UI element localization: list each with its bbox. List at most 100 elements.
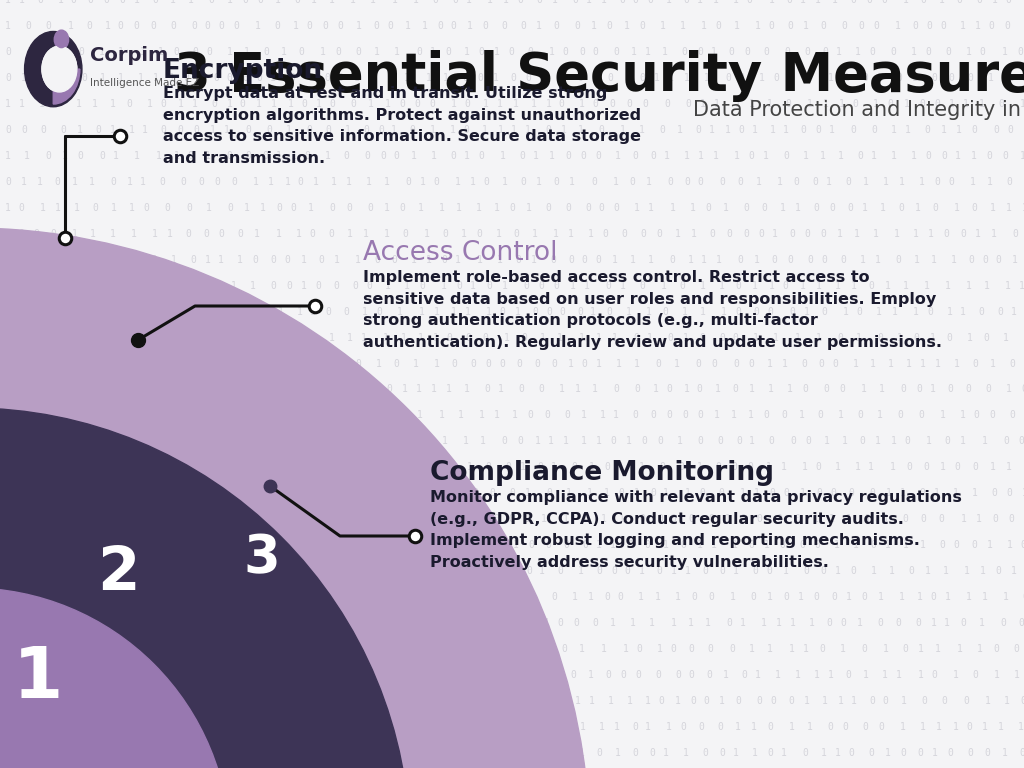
Text: 0: 0 [1018, 47, 1023, 57]
Text: 0: 0 [458, 592, 464, 602]
Text: 1: 1 [945, 592, 950, 602]
Text: 1: 1 [169, 306, 175, 316]
Circle shape [0, 228, 590, 768]
Text: 0: 0 [1005, 21, 1010, 31]
Text: 1: 1 [655, 592, 662, 602]
Text: 1: 1 [340, 359, 346, 369]
Text: 1: 1 [18, 436, 25, 446]
Circle shape [0, 588, 230, 768]
Text: 1: 1 [285, 177, 290, 187]
Text: 1: 1 [883, 177, 889, 187]
Text: 1: 1 [345, 125, 351, 135]
Text: 0: 0 [352, 748, 358, 758]
Text: 1: 1 [855, 462, 861, 472]
Text: 1: 1 [354, 73, 359, 83]
Text: 0: 0 [604, 462, 610, 472]
Text: 1: 1 [356, 21, 362, 31]
Text: 0: 0 [899, 203, 905, 213]
Text: 1: 1 [601, 0, 607, 5]
Text: 1: 1 [903, 540, 909, 551]
Text: 0: 0 [741, 670, 748, 680]
Text: 0: 0 [100, 592, 106, 602]
Text: 1: 1 [439, 203, 445, 213]
Text: 1: 1 [502, 280, 507, 290]
Text: 1: 1 [723, 670, 728, 680]
Text: 0: 0 [338, 73, 344, 83]
Text: 0: 0 [667, 410, 673, 420]
Text: 0: 0 [205, 644, 211, 654]
Text: Compliance Monitoring: Compliance Monitoring [430, 460, 774, 486]
Text: 0: 0 [207, 47, 213, 57]
Text: 0: 0 [509, 488, 515, 498]
Text: 0: 0 [410, 125, 416, 135]
Text: 0: 0 [883, 696, 888, 706]
Text: 1: 1 [142, 359, 148, 369]
Text: 1: 1 [422, 21, 428, 31]
Text: 0: 0 [649, 748, 655, 758]
Text: 1: 1 [39, 99, 45, 109]
Text: 1: 1 [579, 99, 585, 109]
Text: 0: 0 [324, 73, 330, 83]
Text: 0: 0 [596, 255, 601, 265]
Text: 1: 1 [699, 306, 706, 316]
Text: 1: 1 [580, 722, 586, 732]
Text: 1: 1 [634, 359, 639, 369]
Text: 1: 1 [716, 255, 722, 265]
Text: 1: 1 [620, 280, 626, 290]
Text: 0: 0 [802, 359, 808, 369]
Text: 0: 0 [433, 177, 439, 187]
Text: 0: 0 [353, 280, 358, 290]
Text: 0: 0 [259, 306, 265, 316]
Text: 1: 1 [987, 540, 993, 551]
Text: 0: 0 [764, 47, 769, 57]
Text: 1: 1 [112, 515, 117, 525]
Text: 1: 1 [912, 73, 918, 83]
Text: 0: 0 [813, 203, 819, 213]
Text: 1: 1 [939, 0, 944, 5]
Text: 0: 0 [707, 670, 713, 680]
Text: 0: 0 [258, 644, 264, 654]
Text: 0: 0 [560, 306, 565, 316]
Text: 0: 0 [570, 670, 577, 680]
Text: 1: 1 [536, 177, 542, 187]
Text: 0: 0 [365, 151, 370, 161]
Text: 0: 0 [791, 436, 797, 446]
Text: 0: 0 [816, 488, 822, 498]
Text: 1: 1 [578, 566, 584, 576]
Text: 1: 1 [271, 462, 278, 472]
Text: 1: 1 [124, 566, 130, 576]
Text: 1: 1 [891, 151, 897, 161]
Text: 1: 1 [714, 410, 720, 420]
Text: 1: 1 [294, 385, 300, 395]
Text: 1: 1 [411, 255, 417, 265]
Text: 1: 1 [930, 385, 935, 395]
Text: 0: 0 [374, 462, 380, 472]
Text: 0: 0 [932, 73, 938, 83]
Text: 0: 0 [399, 203, 406, 213]
Text: 0: 0 [947, 748, 953, 758]
Text: 1: 1 [297, 436, 302, 446]
Text: 0: 0 [318, 255, 324, 265]
Text: 0: 0 [343, 306, 349, 316]
Text: 1: 1 [5, 670, 11, 680]
Text: 0: 0 [841, 618, 846, 628]
Text: 0: 0 [5, 722, 11, 732]
Text: 1: 1 [515, 592, 521, 602]
Text: 1: 1 [733, 566, 738, 576]
Text: 1: 1 [599, 722, 604, 732]
Text: 0: 0 [440, 696, 446, 706]
Text: 1: 1 [721, 306, 726, 316]
Text: 1: 1 [674, 359, 680, 369]
Text: 1: 1 [739, 488, 745, 498]
Text: 0: 0 [214, 540, 220, 551]
Text: 1: 1 [579, 333, 585, 343]
Text: 0: 0 [920, 488, 926, 498]
Text: 0: 0 [80, 592, 86, 602]
Text: 1: 1 [663, 540, 669, 551]
Text: 0: 0 [79, 359, 85, 369]
Text: 0: 0 [712, 359, 717, 369]
Text: 1: 1 [234, 515, 240, 525]
Text: 0: 0 [879, 722, 885, 732]
Text: 0: 0 [753, 566, 759, 576]
Text: 1: 1 [582, 410, 587, 420]
